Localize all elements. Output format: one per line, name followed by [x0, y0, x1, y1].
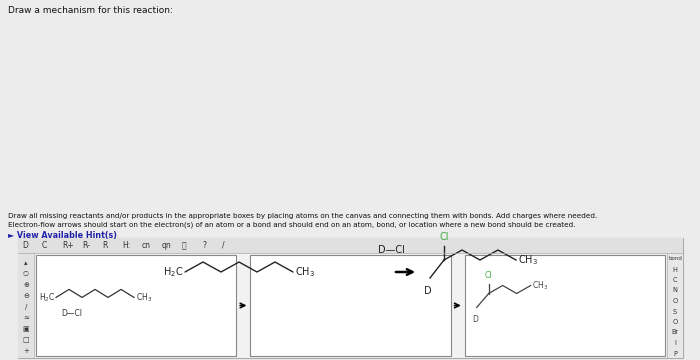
Text: bond: bond — [668, 256, 682, 261]
Text: D: D — [473, 315, 479, 324]
Text: cn: cn — [142, 241, 151, 250]
Text: R: R — [102, 241, 107, 250]
Text: CH$_3$: CH$_3$ — [532, 279, 548, 292]
Text: ► View Available Hint(s): ► View Available Hint(s) — [8, 231, 117, 240]
Text: ⊕: ⊕ — [23, 282, 29, 288]
Text: D—Cl: D—Cl — [378, 245, 405, 255]
Text: D—Cl: D—Cl — [61, 309, 82, 318]
Text: D: D — [22, 241, 28, 250]
Text: Draw a mechanism for this reaction:: Draw a mechanism for this reaction: — [8, 6, 173, 15]
Text: +: + — [23, 348, 29, 354]
Text: Cl: Cl — [440, 232, 449, 242]
Text: CH$_3$: CH$_3$ — [295, 265, 315, 279]
Text: /: / — [222, 241, 225, 250]
Bar — [251, 255, 451, 356]
Text: qn: qn — [162, 241, 172, 250]
Text: ≈: ≈ — [23, 315, 29, 321]
Text: /: / — [25, 304, 27, 310]
Text: H$_2$C: H$_2$C — [162, 265, 183, 279]
Text: N: N — [673, 288, 678, 293]
Text: P: P — [673, 351, 677, 356]
Bar — [18, 238, 683, 358]
Text: ⓘ: ⓘ — [182, 241, 187, 250]
Text: ▣: ▣ — [22, 326, 29, 332]
Text: Draw all missing reactants and/or products in the appropriate boxes by placing a: Draw all missing reactants and/or produc… — [8, 213, 597, 219]
Bar — [36, 255, 237, 356]
Text: C: C — [673, 277, 678, 283]
Bar — [18, 238, 683, 253]
Bar — [667, 253, 683, 358]
Text: O: O — [673, 319, 678, 325]
Text: ▴: ▴ — [25, 260, 28, 266]
Text: O: O — [673, 298, 678, 304]
Bar — [465, 255, 665, 356]
Text: R-: R- — [82, 241, 90, 250]
Text: ?: ? — [202, 241, 206, 250]
Text: CH$_3$: CH$_3$ — [518, 253, 538, 267]
Text: Cl: Cl — [485, 270, 492, 279]
Text: I: I — [674, 340, 676, 346]
Text: S: S — [673, 309, 677, 315]
Text: H: H — [673, 266, 678, 273]
Text: Electron-flow arrows should start on the electron(s) of an atom or a bond and sh: Electron-flow arrows should start on the… — [8, 221, 575, 228]
Text: R+: R+ — [62, 241, 74, 250]
Text: H$_2$C: H$_2$C — [38, 291, 55, 304]
Text: D: D — [424, 286, 432, 296]
Text: CH$_3$: CH$_3$ — [136, 291, 152, 304]
Text: C: C — [42, 241, 48, 250]
Bar — [18, 253, 34, 358]
Text: H:: H: — [122, 241, 130, 250]
Text: Br: Br — [671, 329, 678, 336]
Text: ∅: ∅ — [23, 271, 29, 277]
Text: □: □ — [22, 337, 29, 343]
Text: ⊖: ⊖ — [23, 293, 29, 299]
